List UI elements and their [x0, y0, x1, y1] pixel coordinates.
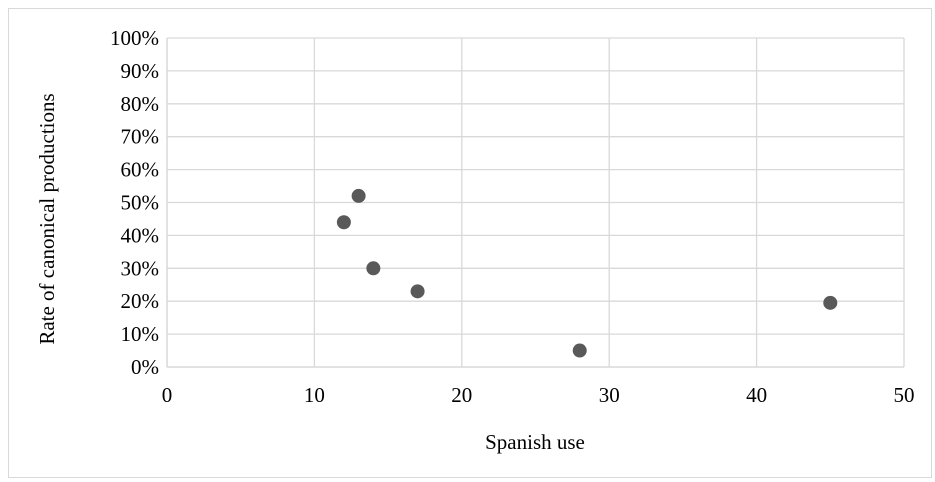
y-tick-label: 90%: [121, 59, 160, 83]
x-tick-label: 20: [451, 383, 472, 407]
x-tick-label: 0: [162, 383, 173, 407]
axes: [166, 38, 904, 368]
data-point: [823, 295, 838, 310]
y-tick-label: 40%: [121, 223, 160, 247]
x-tick-label: 10: [304, 383, 325, 407]
x-tick-label: 50: [894, 383, 915, 407]
x-tick-label: 40: [746, 383, 767, 407]
data-point: [410, 284, 425, 299]
data-point: [572, 343, 587, 358]
x-tick-labels: 0 10 20 30 40 50: [162, 383, 915, 407]
y-axis-title: Rate of canonical productions: [35, 93, 59, 344]
data-point: [366, 261, 381, 276]
y-tick-labels: 0% 10% 20% 30% 40% 50% 60% 70% 80% 90% 100%: [110, 26, 159, 379]
data-point: [351, 188, 366, 203]
y-tick-label: 80%: [121, 92, 160, 116]
y-tick-label: 30%: [121, 256, 160, 280]
x-axis-title: Spanish use: [485, 430, 585, 454]
y-tick-label: 10%: [121, 322, 160, 346]
x-tick-label: 30: [599, 383, 620, 407]
data-point: [336, 215, 351, 230]
grid-lines: [167, 37, 905, 367]
y-tick-label: 0%: [131, 355, 159, 379]
data-points: [336, 188, 838, 358]
y-tick-label: 100%: [110, 26, 159, 50]
y-tick-label: 20%: [121, 289, 160, 313]
y-tick-label: 70%: [121, 125, 160, 149]
y-tick-label: 60%: [121, 158, 160, 182]
chart-frame: 0 10 20 30 40 50 0% 10% 20% 30% 40% 50% 60% 70% 80% 90…: [8, 8, 932, 478]
y-tick-label: 50%: [121, 191, 160, 215]
